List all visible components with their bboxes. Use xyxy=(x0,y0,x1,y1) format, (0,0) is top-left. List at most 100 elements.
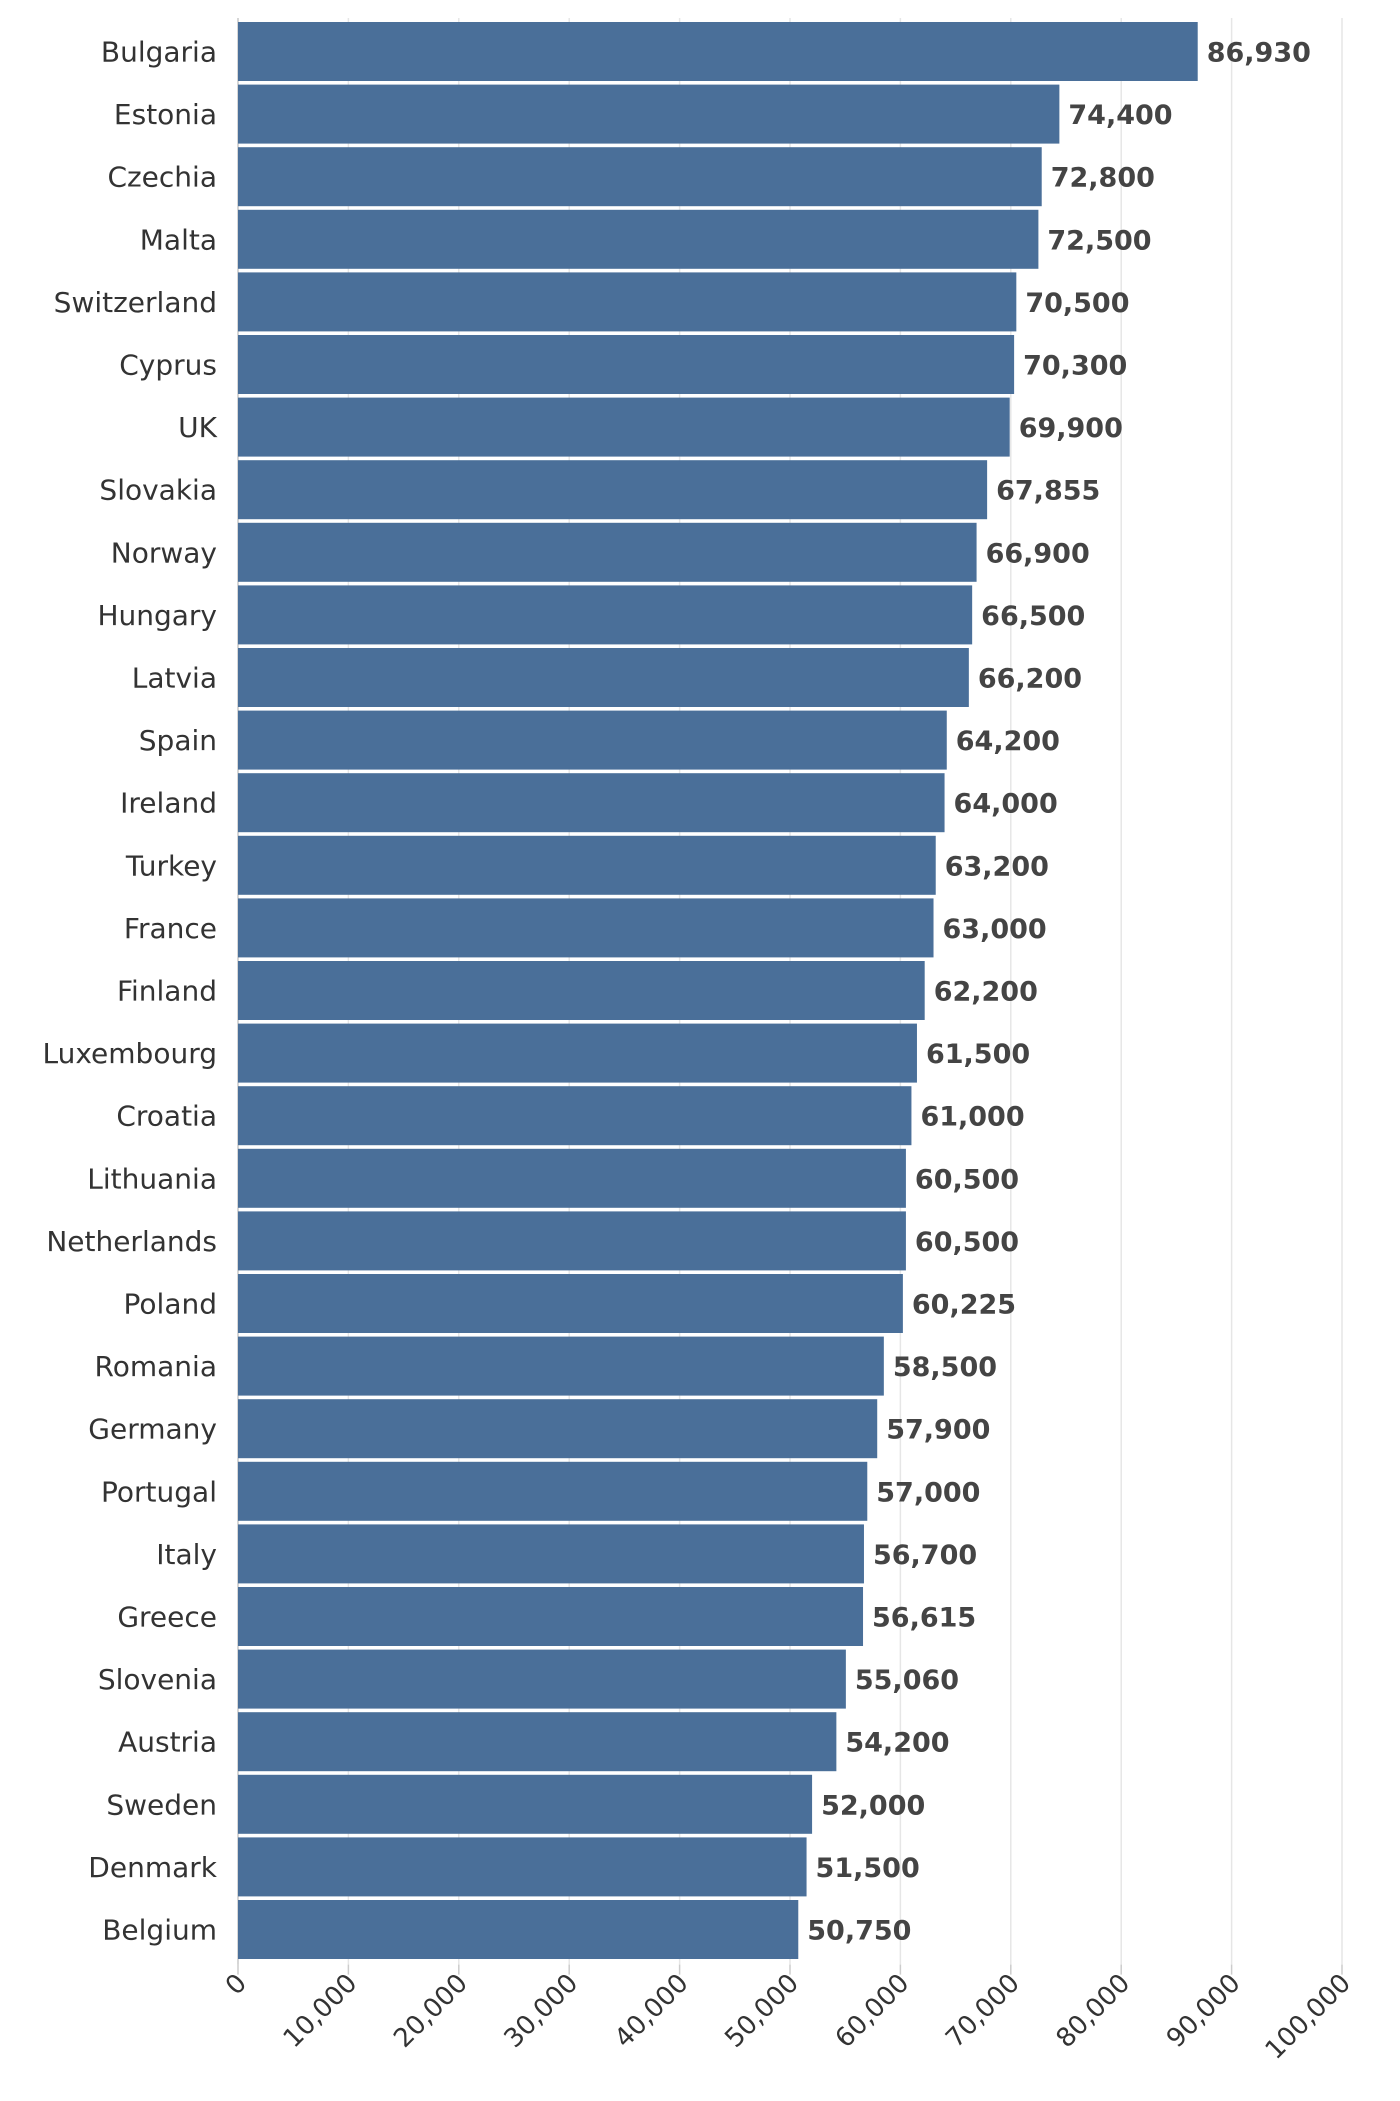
category-label: Slovakia xyxy=(99,474,217,507)
bar-portugal xyxy=(238,1461,868,1521)
category-label: Malta xyxy=(140,223,217,256)
value-label: 52,000 xyxy=(821,1790,925,1821)
category-label: Sweden xyxy=(106,1788,217,1821)
value-label: 63,200 xyxy=(945,851,1049,882)
category-label: Czechia xyxy=(107,161,217,194)
value-label: 70,300 xyxy=(1023,351,1127,382)
bar-slovakia xyxy=(238,460,988,520)
value-label: 64,200 xyxy=(956,726,1060,757)
value-label: 56,615 xyxy=(872,1603,976,1634)
value-label: 62,200 xyxy=(934,977,1038,1008)
bar-sweden xyxy=(238,1774,813,1834)
category-label: Poland xyxy=(124,1288,217,1321)
bar-switzerland xyxy=(238,272,1017,332)
value-label: 60,500 xyxy=(915,1227,1019,1258)
bar-spain xyxy=(238,710,947,770)
x-tick-label: 10,000 xyxy=(278,1968,364,2054)
x-tick-label: 0 xyxy=(220,1968,253,2001)
bar-austria xyxy=(238,1712,837,1772)
bar-cyprus xyxy=(238,335,1015,394)
category-label: Greece xyxy=(117,1601,217,1634)
value-label: 64,000 xyxy=(954,789,1058,820)
bar-greece xyxy=(238,1587,864,1646)
value-label: 51,500 xyxy=(816,1853,920,1884)
bar-estonia xyxy=(238,84,1060,144)
x-axis-ticks: 0 10,000 20,000 30,000 40,000 50,000 60,000 70,… xyxy=(220,1964,1357,2066)
category-label: Croatia xyxy=(116,1100,217,1133)
category-label: Belgium xyxy=(102,1914,217,1947)
bar-bulgaria xyxy=(238,22,1198,81)
category-label: Italy xyxy=(156,1538,217,1571)
value-labels: 86,930 74,400 72,800 72,500 70,500 70,300 69,9… xyxy=(807,38,1311,1947)
bar-hungary xyxy=(238,585,973,645)
category-label: Spain xyxy=(139,724,217,757)
value-label: 72,500 xyxy=(1047,225,1151,256)
value-label: 57,000 xyxy=(876,1477,980,1508)
bar-malta xyxy=(238,209,1039,269)
value-label: 61,000 xyxy=(920,1102,1024,1133)
bar-luxembourg xyxy=(238,1023,917,1083)
category-label: Ireland xyxy=(120,787,217,820)
category-label: Austria xyxy=(118,1726,217,1759)
bar-netherlands xyxy=(238,1211,906,1271)
bar-belgium xyxy=(238,1900,799,1959)
x-tick-label: 70,000 xyxy=(940,1968,1026,2054)
value-label: 86,930 xyxy=(1207,38,1311,69)
x-tick-label: 40,000 xyxy=(609,1968,695,2054)
value-label: 56,700 xyxy=(873,1540,977,1571)
category-label: Slovenia xyxy=(98,1663,217,1696)
bar-france xyxy=(238,898,934,958)
category-label: Lithuania xyxy=(87,1162,217,1195)
bars xyxy=(238,22,1198,1959)
category-label: Switzerland xyxy=(54,286,217,319)
value-label: 55,060 xyxy=(855,1665,959,1696)
bar-norway xyxy=(238,522,977,582)
value-label: 72,800 xyxy=(1051,163,1155,194)
bar-romania xyxy=(238,1336,884,1396)
bar-czechia xyxy=(238,147,1042,207)
bar-ireland xyxy=(238,773,945,833)
value-label: 66,200 xyxy=(978,664,1082,695)
category-label: Cyprus xyxy=(119,349,217,382)
bar-lithuania xyxy=(238,1148,906,1208)
value-label: 69,900 xyxy=(1019,413,1123,444)
category-label: Latvia xyxy=(132,662,217,695)
value-label: 50,750 xyxy=(807,1916,911,1947)
bar-poland xyxy=(238,1274,903,1333)
bar-slovenia xyxy=(238,1649,846,1709)
category-label: Norway xyxy=(111,536,217,569)
category-label: Denmark xyxy=(88,1851,217,1884)
bar-turkey xyxy=(238,835,936,895)
value-label: 54,200 xyxy=(845,1728,949,1759)
x-tick-label: 50,000 xyxy=(719,1968,805,2054)
category-label: Netherlands xyxy=(46,1225,217,1258)
bar-finland xyxy=(238,961,925,1020)
category-label: Estonia xyxy=(114,98,217,131)
category-label: Luxembourg xyxy=(42,1037,217,1070)
category-label: UK xyxy=(178,411,217,444)
value-label: 63,000 xyxy=(943,914,1047,945)
bar-denmark xyxy=(238,1837,807,1897)
value-label: 74,400 xyxy=(1068,100,1172,131)
x-tick-label: 60,000 xyxy=(830,1968,916,2054)
x-tick-label: 30,000 xyxy=(499,1968,585,2054)
value-label: 67,855 xyxy=(996,476,1100,507)
bar-croatia xyxy=(238,1086,912,1146)
value-label: 66,500 xyxy=(981,601,1085,632)
x-tick-label: 100,000 xyxy=(1260,1968,1357,2065)
value-label: 70,500 xyxy=(1025,288,1129,319)
category-label: Finland xyxy=(117,975,217,1008)
category-label: France xyxy=(124,912,217,945)
bar-uk xyxy=(238,397,1010,457)
value-label: 57,900 xyxy=(886,1415,990,1446)
value-label: 61,500 xyxy=(926,1039,1030,1070)
category-label: Germany xyxy=(88,1413,217,1446)
x-tick-label: 20,000 xyxy=(388,1968,474,2054)
x-tick-label: 80,000 xyxy=(1051,1968,1137,2054)
category-label: Hungary xyxy=(97,599,217,632)
bar-latvia xyxy=(238,648,969,707)
category-label: Romania xyxy=(95,1350,217,1383)
category-label: Bulgaria xyxy=(101,36,217,69)
